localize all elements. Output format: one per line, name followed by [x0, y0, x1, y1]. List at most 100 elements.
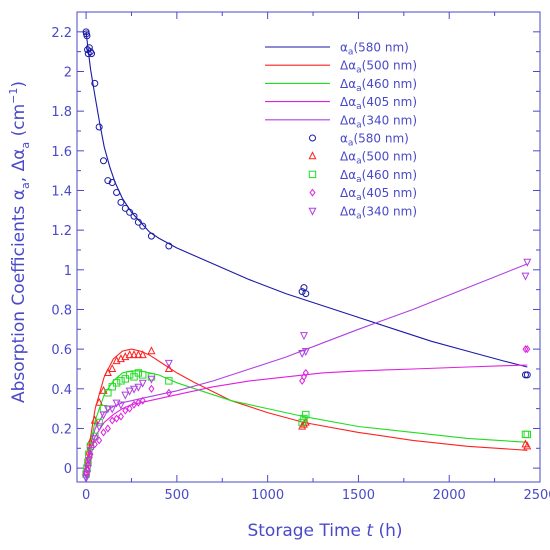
x-tick-label: 1000 — [251, 488, 284, 503]
legend-entry-label: Δαa(340 nm) — [340, 204, 417, 221]
data-point-0 — [521, 371, 529, 379]
data-point-0 — [83, 32, 91, 40]
fit-line-4 — [85, 263, 528, 469]
legend-entry-label: Δαa(405 nm) — [340, 186, 417, 203]
data-point-4 — [125, 387, 134, 396]
data-point-0 — [147, 232, 155, 240]
data-point-4 — [121, 391, 130, 400]
data-point-1 — [86, 437, 95, 446]
x-tick-label: 0 — [82, 488, 90, 503]
y-tick-label: 1.2 — [51, 224, 72, 239]
data-point-1 — [138, 350, 147, 359]
data-point-4 — [108, 405, 117, 414]
data-point-1 — [523, 441, 532, 450]
data-point-4 — [103, 405, 112, 414]
data-point-1 — [108, 364, 117, 373]
data-point-2 — [121, 375, 129, 383]
data-point-4 — [134, 383, 143, 392]
data-point-1 — [147, 346, 156, 355]
data-point-0 — [523, 371, 531, 379]
data-point-0 — [104, 177, 112, 185]
data-point-2 — [95, 418, 103, 427]
data-point-3 — [109, 416, 116, 425]
data-point-2 — [298, 418, 306, 427]
data-point-3 — [113, 414, 120, 423]
legend-entry-label: Δαa(405 nm) — [340, 95, 417, 112]
data-point-4 — [521, 272, 530, 281]
data-point-2 — [302, 410, 310, 419]
data-point-4 — [138, 379, 147, 388]
data-point-1 — [164, 364, 173, 373]
fit-line-3 — [85, 364, 528, 469]
y-tick-label: 2.2 — [51, 26, 72, 41]
legend-entry-label: αa(580 nm) — [340, 132, 409, 149]
data-point-2 — [139, 371, 147, 379]
data-point-3 — [117, 412, 124, 421]
y-tick-label: 0.6 — [51, 343, 72, 358]
fit-line-0 — [85, 31, 528, 368]
data-point-0 — [85, 44, 93, 52]
data-point-3 — [83, 466, 91, 475]
y-tick-label: 0.8 — [51, 303, 72, 318]
data-point-2 — [134, 369, 143, 377]
legend: αa(580 nm)Δαa(500 nm)Δαa(460 nm)Δαa(405 … — [265, 41, 417, 221]
data-point-4 — [523, 258, 532, 267]
data-point-3 — [524, 345, 531, 354]
data-point-3 — [130, 400, 138, 409]
data-point-4 — [147, 375, 156, 384]
data-point-2 — [117, 377, 125, 385]
data-point-3 — [96, 436, 103, 445]
legend-marker-swatch — [308, 170, 317, 179]
legend-entry-label: Δαa(500 nm) — [340, 150, 417, 167]
data-point-3 — [126, 404, 133, 413]
data-point-2 — [104, 389, 112, 397]
data-point-4 — [298, 349, 307, 359]
data-point-1 — [134, 350, 143, 359]
data-point-3 — [100, 428, 107, 437]
y-tick-label: 1 — [64, 264, 72, 279]
fit-line-1 — [85, 348, 528, 469]
data-point-3 — [104, 424, 111, 433]
fit-lines-layer — [85, 31, 528, 469]
data-point-1 — [95, 397, 104, 406]
data-point-3 — [302, 368, 309, 377]
data-point-2 — [165, 377, 173, 385]
data-point-0 — [302, 290, 310, 298]
legend-entry-label: Δαa(460 nm) — [340, 77, 417, 94]
y-tick-label: 1.6 — [51, 145, 72, 160]
data-point-1 — [103, 368, 112, 377]
data-points-layer — [82, 28, 532, 483]
data-point-0 — [139, 222, 147, 230]
data-point-4 — [84, 457, 93, 466]
data-point-4 — [99, 411, 108, 420]
data-point-3 — [148, 384, 155, 393]
data-point-0 — [117, 198, 125, 206]
legend-marker-swatch — [309, 134, 316, 142]
data-point-0 — [95, 123, 103, 131]
data-point-4 — [301, 348, 310, 357]
data-point-2 — [523, 430, 531, 439]
data-point-4 — [164, 359, 173, 368]
data-point-3 — [165, 388, 172, 397]
data-point-0 — [165, 242, 173, 250]
data-point-3 — [299, 376, 306, 385]
y-tick-label: 0 — [64, 462, 72, 477]
data-point-3 — [522, 345, 529, 354]
data-point-4 — [86, 447, 95, 456]
data-point-4 — [116, 401, 125, 410]
legend-marker-swatch — [309, 188, 316, 197]
data-point-2 — [130, 373, 138, 381]
data-point-0 — [88, 50, 96, 58]
data-point-1 — [125, 350, 134, 359]
data-point-3 — [139, 396, 146, 405]
data-point-0 — [121, 204, 129, 212]
data-point-1 — [130, 350, 139, 359]
legend-marker-swatch — [308, 151, 317, 160]
legend-entry-label: Δαa(340 nm) — [340, 113, 417, 130]
data-point-3 — [122, 406, 129, 415]
data-point-4 — [90, 435, 99, 444]
data-point-4 — [95, 423, 104, 432]
data-point-0 — [134, 218, 142, 226]
